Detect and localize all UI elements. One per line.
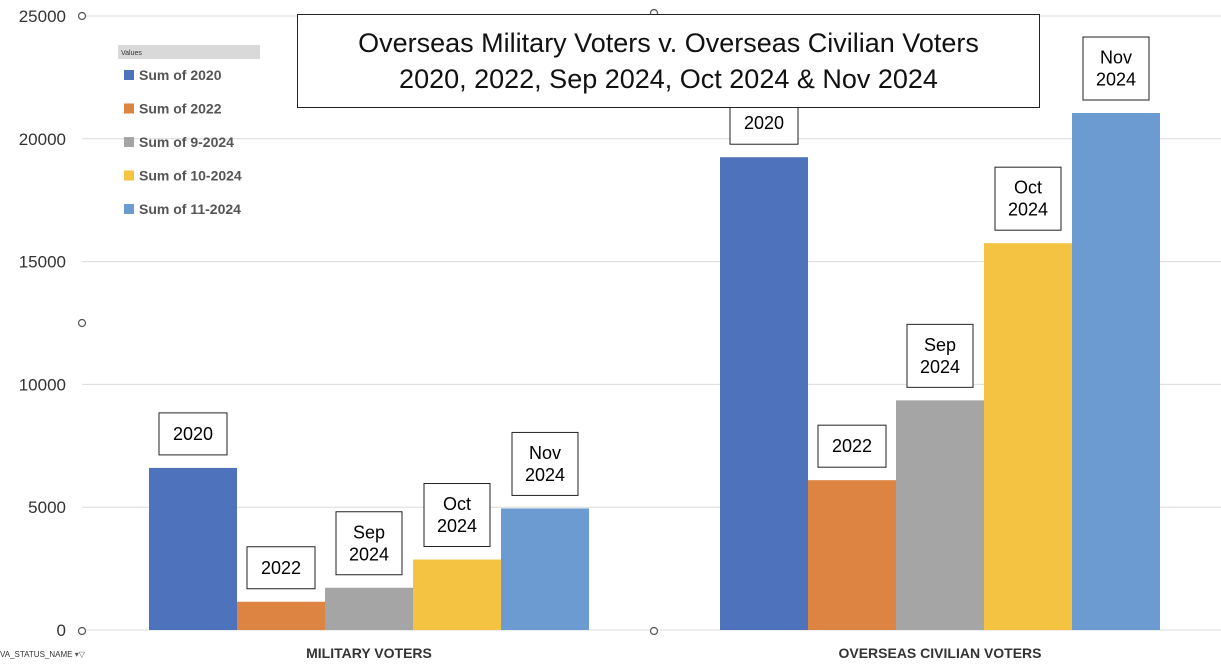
data-label-text: Nov [529,443,561,463]
y-tick-label: 15000 [19,253,66,272]
data-label: 2022 [246,546,316,590]
bar [1072,113,1160,630]
data-label-text: 2024 [920,357,960,377]
y-tick-label: 10000 [19,375,66,394]
bar [984,243,1072,630]
legend-header-bg [118,45,260,59]
data-label-box [994,166,1062,231]
data-label-text: Oct [443,494,471,514]
y-tick-label: 0 [57,621,66,640]
filter-dropdown-icon: ▾▽ [74,650,85,659]
data-label-text: Oct [1014,178,1042,198]
legend-swatch [124,137,134,147]
legend-swatch [124,170,134,181]
bar [413,559,501,630]
legend-header: Values [121,50,142,57]
resize-handle[interactable] [77,11,87,21]
resize-handle[interactable] [77,626,87,636]
field-filter-button[interactable]: VA_STATUS_NAME ▾▽ [0,650,85,659]
data-label-box [158,412,228,456]
data-label-box [423,483,491,548]
bar [237,601,325,630]
resize-handle[interactable] [77,318,87,328]
chart-title: Overseas Military Voters v. Overseas Civ… [358,27,979,58]
filter-field-label: VA_STATUS_NAME [0,650,73,659]
x-axis: MILITARY VOTERS OVERSEAS CIVILIAN VOTERS [306,645,1041,661]
data-label-text: 2022 [261,558,301,578]
legend-swatch [124,103,134,114]
data-label-box [246,546,316,590]
y-tick-label: 20000 [19,130,66,149]
data-label-text: 2024 [525,465,565,485]
data-label-text: 2024 [349,544,389,564]
data-label-text: 2020 [173,424,213,444]
data-label-box [511,431,579,496]
data-label: 2020 [158,412,228,456]
legend-entry: Sum of 9-2024 [139,134,234,150]
y-tick-label: 25000 [19,7,66,26]
data-label-box [335,511,403,576]
bar [501,508,589,630]
data-label-text: Nov [1100,48,1132,68]
data-label-text: 2024 [1096,70,1136,90]
data-label-text: 2020 [744,113,784,133]
data-label-text: 2024 [437,516,477,536]
bar [896,400,984,630]
x-category-label: MILITARY VOTERS [306,645,432,661]
data-label-box [1082,36,1150,101]
legend: Values Sum of 2020 Sum of 2022 Sum of 9-20… [118,45,260,217]
data-label-text: 2024 [1008,200,1048,220]
y-axis: 0 5000 10000 15000 20000 25000 [19,7,66,640]
legend-swatch [124,70,134,80]
bar [808,480,896,630]
data-labels: 20202022Sep2024Oct2024Nov202420202022Sep… [158,36,1150,590]
bars [149,113,1160,630]
data-label-box [906,323,974,388]
bar [720,157,808,630]
bar [149,467,237,630]
resize-handle[interactable] [649,626,659,636]
data-label-text: Sep [353,522,385,542]
chart-subtitle: 2020, 2022, Sep 2024, Oct 2024 & Nov 202… [399,64,938,94]
data-label: 2020 [729,101,799,145]
data-label: 2022 [817,424,887,468]
y-tick-label: 5000 [28,498,66,517]
legend-entry: Sum of 2022 [139,101,222,117]
legend-entry: Sum of 2020 [139,67,222,83]
data-label-box [817,424,887,468]
data-label-text: Sep [924,335,956,355]
bar [325,587,413,630]
legend-swatch [124,204,134,214]
chart-title-box: Overseas Military Voters v. Overseas Civ… [297,14,1040,108]
data-label-text: 2022 [832,436,872,456]
legend-entry: Sum of 11-2024 [139,201,241,217]
legend-entry: Sum of 10-2024 [139,168,242,184]
x-category-label: OVERSEAS CIVILIAN VOTERS [838,645,1041,661]
